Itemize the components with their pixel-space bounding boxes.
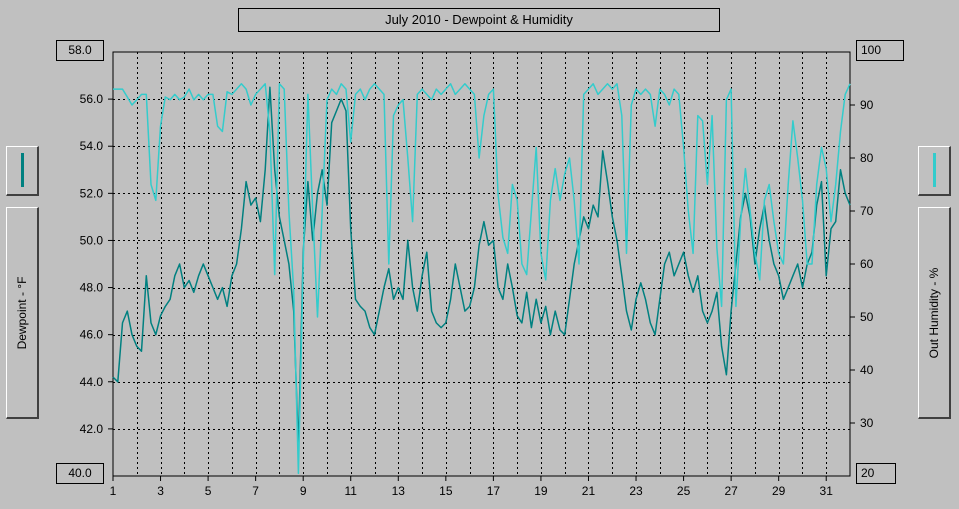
x-tick-label: 9 — [300, 484, 307, 498]
y2-max-box: 100 — [856, 40, 904, 61]
y-tick-label: 54.0 — [80, 139, 104, 153]
x-tick-label: 17 — [487, 484, 501, 498]
x-tick-label: 23 — [629, 484, 643, 498]
x-tick-label: 3 — [157, 484, 164, 498]
x-tick-label: 5 — [205, 484, 212, 498]
y2-tick-label: 30 — [860, 416, 874, 430]
x-tick-label: 13 — [392, 484, 406, 498]
chart-title: July 2010 - Dewpoint & Humidity — [238, 8, 720, 32]
y2-tick-label: 90 — [860, 98, 874, 112]
y-tick-label: 50.0 — [80, 233, 104, 247]
dewpoint-series-line — [112, 86, 851, 449]
y-max-box: 58.0 — [56, 40, 104, 61]
y-tick-label: 42.0 — [80, 422, 104, 436]
x-tick-label: 11 — [345, 484, 358, 498]
x-tick-label: 1 — [110, 484, 117, 498]
y2-tick-label: 70 — [860, 204, 874, 218]
x-tick-label: 25 — [677, 484, 691, 498]
y-tick-label: 56.0 — [80, 92, 104, 106]
y2-min-box: 20 — [856, 463, 896, 484]
y-tick-label: 46.0 — [80, 328, 104, 342]
y-tick-label: 44.0 — [80, 375, 104, 389]
humidity-axis-label-box: Out Humidity - % — [918, 207, 951, 419]
x-tick-label: 19 — [534, 484, 548, 498]
dewpoint-axis-label-box: Dewpoint - °F — [6, 207, 39, 419]
x-tick-label: 7 — [252, 484, 259, 498]
dewpoint-legend-swatch — [21, 153, 24, 187]
y2-tick-label: 40 — [860, 363, 874, 377]
y2-tick-label: 80 — [860, 151, 874, 165]
humidity-series-line — [113, 83, 851, 475]
y-tick-label: 52.0 — [80, 186, 104, 200]
humidity-legend — [918, 146, 951, 196]
humidity-legend-swatch — [933, 153, 936, 187]
y2-tick-label: 60 — [860, 257, 874, 271]
x-tick-label: 15 — [439, 484, 453, 498]
x-tick-label: 27 — [724, 484, 738, 498]
x-tick-label: 31 — [820, 484, 834, 498]
y-tick-label: 48.0 — [80, 281, 104, 295]
y-min-box: 40.0 — [56, 463, 104, 484]
x-tick-label: 29 — [772, 484, 786, 498]
x-tick-label: 21 — [582, 484, 596, 498]
dewpoint-legend — [6, 146, 39, 196]
y2-tick-label: 50 — [860, 310, 874, 324]
